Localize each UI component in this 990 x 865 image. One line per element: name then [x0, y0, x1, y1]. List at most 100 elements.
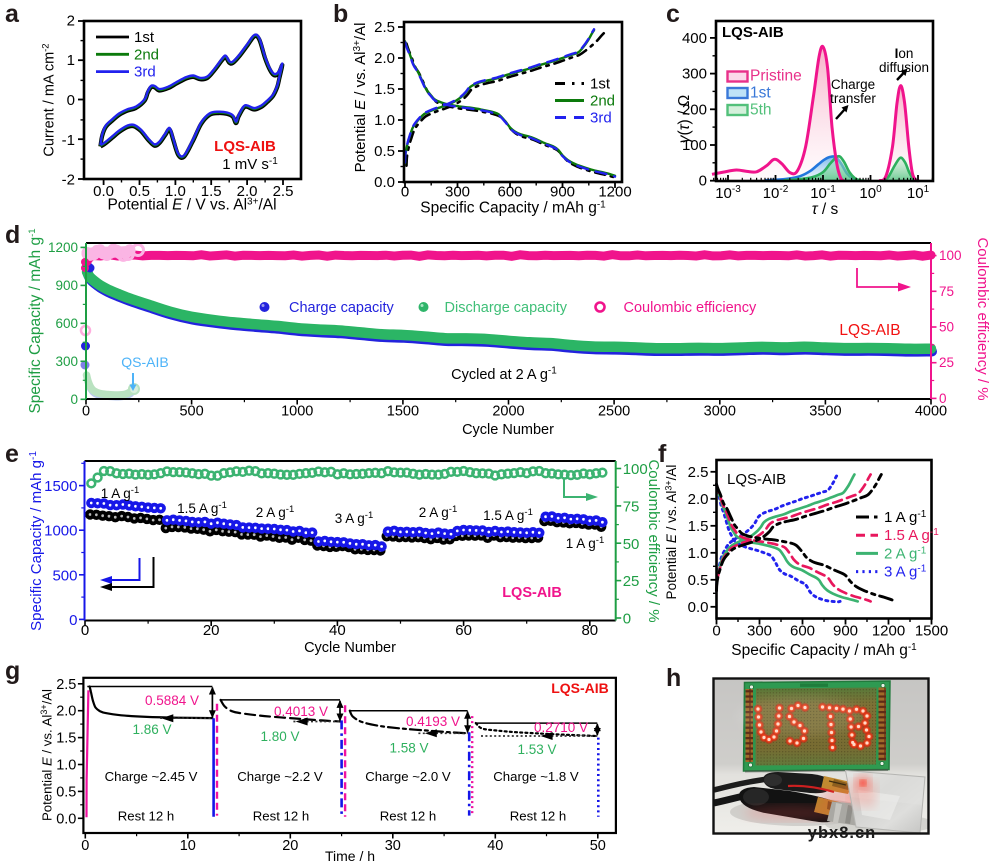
svg-text:1.80 V: 1.80 V — [260, 729, 299, 744]
svg-text:1500: 1500 — [915, 623, 948, 640]
svg-text:900: 900 — [833, 623, 858, 640]
svg-text:300: 300 — [55, 354, 78, 369]
svg-text:1500: 1500 — [387, 404, 419, 420]
svg-text:Cycle Number: Cycle Number — [304, 640, 396, 656]
svg-text:LQS-AIB: LQS-AIB — [214, 138, 276, 155]
svg-text:1 A g-1: 1 A g-1 — [566, 535, 605, 551]
svg-text:75: 75 — [623, 498, 640, 515]
svg-text:20: 20 — [282, 838, 298, 854]
svg-text:Charge ~1.8 V: Charge ~1.8 V — [493, 769, 579, 784]
svg-text:300: 300 — [747, 623, 772, 640]
svg-text:Charge ~2.0 V: Charge ~2.0 V — [365, 769, 451, 784]
svg-text:Pristine: Pristine — [750, 68, 802, 85]
svg-text:0: 0 — [67, 92, 75, 109]
svg-text:0: 0 — [69, 612, 77, 629]
svg-text:25: 25 — [939, 355, 954, 370]
svg-text:LQS-AIB: LQS-AIB — [502, 585, 562, 601]
svg-text:3000: 3000 — [704, 404, 736, 420]
svg-text:0: 0 — [623, 611, 631, 628]
svg-text:Potential E / vs. Al3+/Al: Potential E / vs. Al3+/Al — [39, 689, 55, 821]
svg-text:0: 0 — [81, 622, 89, 639]
svg-text:20: 20 — [203, 622, 220, 639]
svg-text:Rest 12 h: Rest 12 h — [118, 809, 174, 824]
svg-text:2 A g-1: 2 A g-1 — [256, 504, 295, 520]
svg-text:1st: 1st — [134, 29, 155, 46]
svg-text:60: 60 — [455, 622, 472, 639]
svg-text:0: 0 — [939, 391, 947, 406]
svg-text:LQS-AIB: LQS-AIB — [551, 680, 609, 696]
svg-text:Charge ~2.45 V: Charge ~2.45 V — [105, 769, 198, 784]
svg-text:1 A g-1: 1 A g-1 — [884, 509, 927, 526]
svg-text:2.0: 2.0 — [688, 491, 709, 508]
svg-text:1.0: 1.0 — [56, 758, 76, 774]
svg-text:0: 0 — [699, 173, 707, 190]
svg-text:1.5 A g-1: 1.5 A g-1 — [483, 507, 533, 523]
svg-text:101: 101 — [907, 184, 930, 202]
svg-text:2.5: 2.5 — [56, 677, 76, 693]
svg-text:Time / h: Time / h — [325, 848, 375, 864]
svg-text:1.86 V: 1.86 V — [132, 722, 171, 737]
svg-text:Ion: Ion — [895, 46, 914, 61]
svg-text:1: 1 — [67, 52, 75, 69]
svg-text:2.5: 2.5 — [688, 464, 709, 481]
svg-text:2nd: 2nd — [134, 46, 159, 63]
svg-text:1st: 1st — [590, 76, 611, 93]
svg-text:Coulombic efficiency: Coulombic efficiency — [624, 300, 757, 316]
svg-text:10: 10 — [180, 838, 196, 854]
svg-text:-2: -2 — [62, 172, 75, 189]
svg-text:300: 300 — [445, 184, 470, 201]
svg-text:1 mV s-1: 1 mV s-1 — [222, 156, 278, 173]
svg-text:200: 200 — [682, 101, 707, 118]
svg-text:Potential E / vs. Al3+/Al: Potential E / vs. Al3+/Al — [352, 23, 369, 173]
svg-text:600: 600 — [55, 316, 78, 331]
svg-text:Rest 12 h: Rest 12 h — [380, 809, 436, 824]
svg-text:2 A g-1: 2 A g-1 — [884, 545, 927, 562]
svg-text:30: 30 — [385, 838, 401, 854]
svg-text:900: 900 — [550, 184, 575, 201]
svg-text:γ(τ) / Ω: γ(τ) / Ω — [676, 95, 693, 143]
svg-text:0.0: 0.0 — [374, 174, 395, 191]
svg-text:0.4193 V: 0.4193 V — [406, 714, 460, 729]
svg-text:3rd: 3rd — [590, 110, 612, 127]
svg-text:0.5: 0.5 — [129, 183, 150, 200]
svg-text:10-1: 10-1 — [810, 184, 836, 202]
svg-text:diffusion: diffusion — [879, 60, 929, 75]
svg-text:Charge ~2.2 V: Charge ~2.2 V — [237, 769, 323, 784]
svg-text:1200: 1200 — [598, 184, 631, 201]
svg-text:100: 100 — [859, 184, 882, 202]
svg-text:900: 900 — [55, 278, 78, 293]
svg-text:3500: 3500 — [809, 404, 841, 420]
svg-text:75: 75 — [939, 284, 954, 299]
svg-text:Potential E / vs. Al3+/Al: Potential E / vs. Al3+/Al — [664, 465, 680, 600]
svg-text:0.0: 0.0 — [56, 811, 76, 827]
svg-text:Specific Capacity / mAh g-1: Specific Capacity / mAh g-1 — [28, 451, 45, 631]
svg-text:500: 500 — [52, 567, 77, 584]
svg-text:Potential E / V vs. Al3+/Al: Potential E / V vs. Al3+/Al — [107, 197, 276, 214]
svg-text:1.0: 1.0 — [688, 545, 709, 562]
svg-text:80: 80 — [581, 622, 598, 639]
svg-text:1.0: 1.0 — [165, 183, 186, 200]
svg-text:0.0: 0.0 — [688, 599, 709, 616]
svg-text:0.5: 0.5 — [56, 784, 76, 800]
svg-text:Discharge capacity: Discharge capacity — [445, 300, 568, 316]
svg-text:2nd: 2nd — [590, 93, 615, 110]
svg-text:0: 0 — [70, 392, 78, 407]
svg-text:0.5: 0.5 — [374, 143, 395, 160]
svg-text:2: 2 — [67, 13, 75, 30]
svg-text:LQS-AIB: LQS-AIB — [722, 24, 784, 41]
svg-text:-1: -1 — [62, 132, 75, 149]
svg-text:2 A g-1: 2 A g-1 — [419, 504, 458, 520]
svg-text:1.53 V: 1.53 V — [517, 742, 556, 757]
svg-text:0: 0 — [712, 623, 720, 640]
svg-text:Charge: Charge — [831, 77, 875, 92]
svg-text:0: 0 — [82, 404, 90, 420]
svg-text:1.5: 1.5 — [688, 518, 709, 535]
svg-text:ybx8.cn: ybx8.cn — [808, 824, 876, 842]
svg-text:Coulombic efficiency / %: Coulombic efficiency / % — [974, 237, 990, 400]
svg-text:0.5: 0.5 — [688, 572, 709, 589]
svg-text:1.5 A g-1: 1.5 A g-1 — [884, 527, 939, 544]
svg-text:50: 50 — [939, 320, 954, 335]
svg-text:Current / mA cm-2: Current / mA cm-2 — [41, 43, 58, 156]
svg-text:2.5: 2.5 — [273, 183, 294, 200]
svg-text:Rest 12 h: Rest 12 h — [253, 809, 309, 824]
